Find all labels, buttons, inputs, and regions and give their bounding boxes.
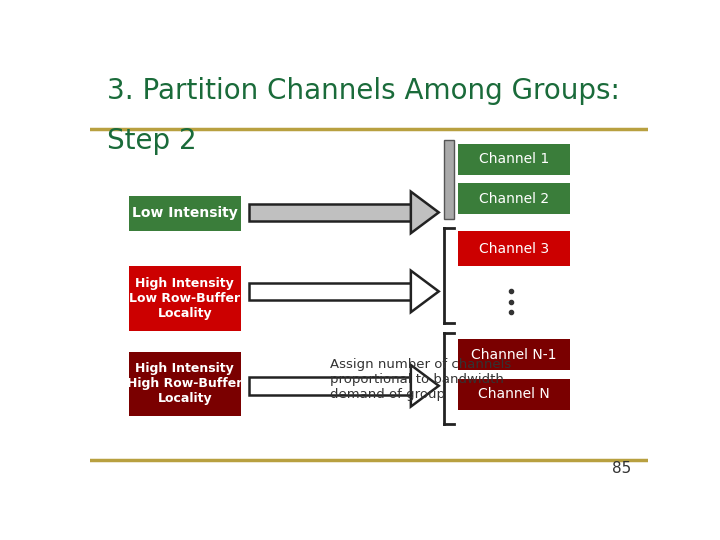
Polygon shape <box>411 192 438 233</box>
Text: High Intensity
High Row-Buffer
Locality: High Intensity High Row-Buffer Locality <box>127 362 243 406</box>
Text: 3. Partition Channels Among Groups:: 3. Partition Channels Among Groups: <box>107 77 620 105</box>
Text: Channel 3: Channel 3 <box>479 242 549 256</box>
Text: Assign number of channels
proportional to bandwidth
demand of group: Assign number of channels proportional t… <box>330 358 511 401</box>
Bar <box>459 379 570 410</box>
Polygon shape <box>411 365 438 407</box>
Bar <box>459 144 570 175</box>
Bar <box>459 231 570 266</box>
Text: Step 2: Step 2 <box>107 127 197 155</box>
Text: Channel N: Channel N <box>478 387 550 401</box>
Bar <box>129 352 240 416</box>
Text: High Intensity
Low Row-Buffer
Locality: High Intensity Low Row-Buffer Locality <box>130 277 240 320</box>
Text: Channel N-1: Channel N-1 <box>472 348 557 362</box>
Bar <box>444 140 454 219</box>
Polygon shape <box>249 282 411 300</box>
Text: 85: 85 <box>612 462 631 476</box>
Bar <box>459 339 570 370</box>
Polygon shape <box>411 271 438 312</box>
Text: Channel 1: Channel 1 <box>479 152 549 166</box>
Text: Low Intensity: Low Intensity <box>132 206 238 220</box>
Bar <box>129 266 240 331</box>
Text: Channel 2: Channel 2 <box>479 192 549 206</box>
Bar <box>129 196 240 231</box>
Bar <box>459 183 570 214</box>
Polygon shape <box>249 377 411 395</box>
Polygon shape <box>249 204 411 221</box>
